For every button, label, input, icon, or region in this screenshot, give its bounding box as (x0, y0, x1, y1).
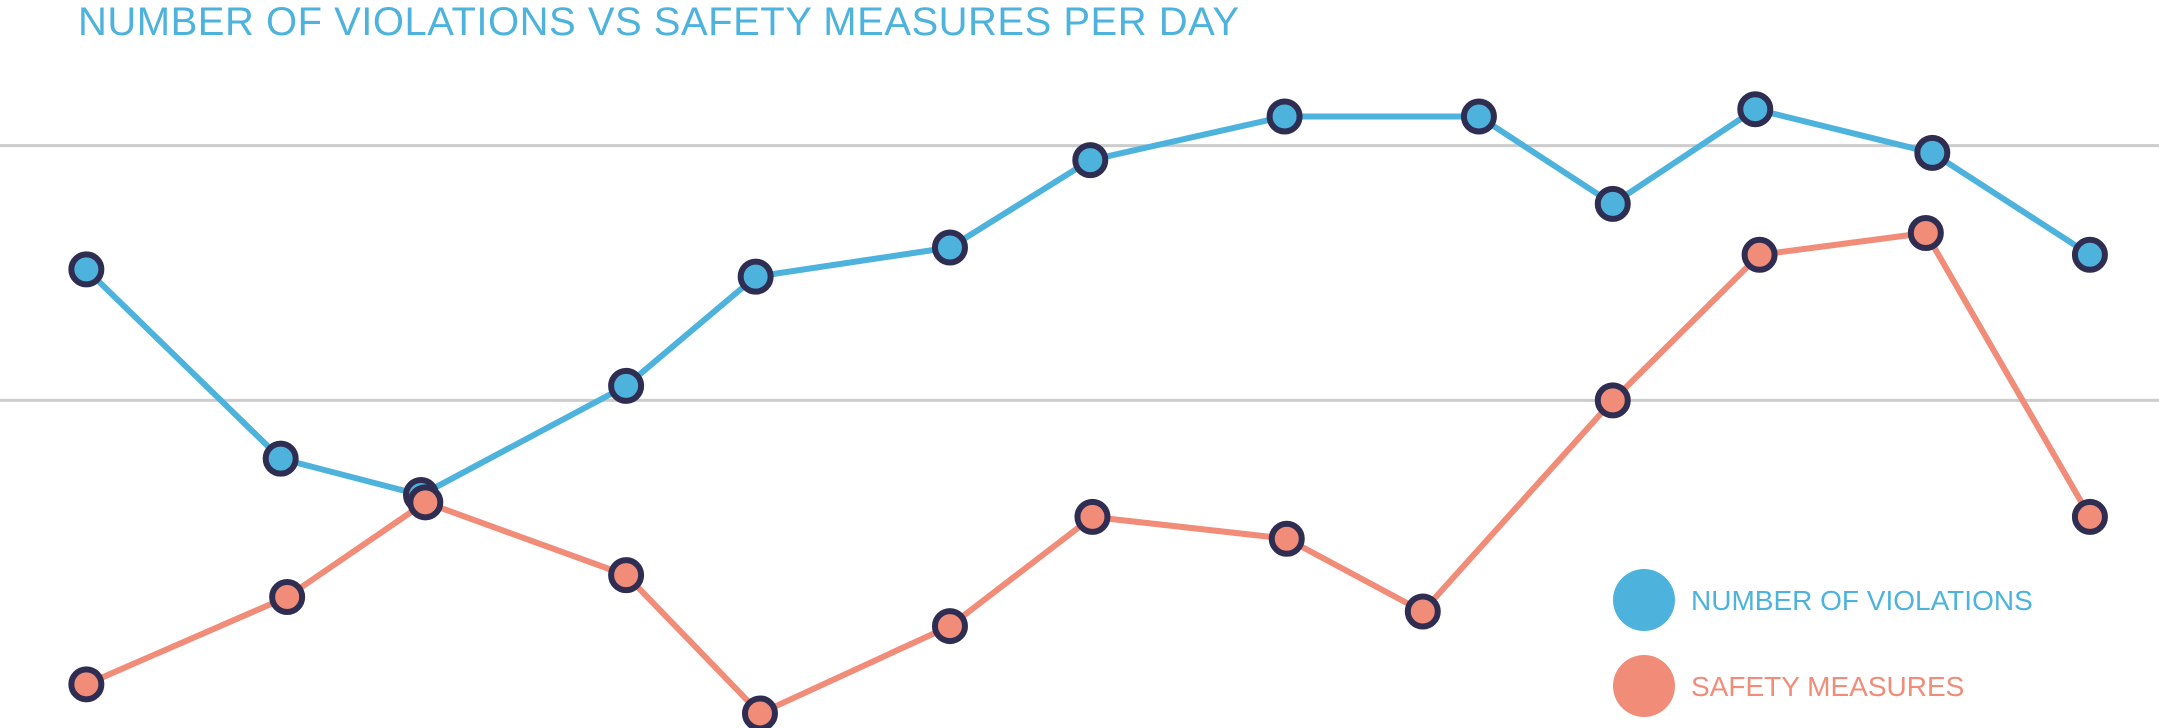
series-layer (68, 91, 2108, 728)
data-point (1074, 498, 1111, 535)
data-point (1266, 98, 1303, 135)
data-point (269, 578, 306, 615)
data-point (608, 557, 645, 594)
data-point (737, 258, 774, 295)
legend-item: NUMBER OF VIOLATIONS (1613, 569, 2033, 631)
data-point (407, 484, 444, 521)
data-point (1594, 185, 1631, 222)
data-point (1460, 98, 1497, 135)
legend-swatch (1613, 569, 1675, 631)
data-point (1741, 236, 1778, 273)
data-point (1914, 134, 1951, 171)
series-safety-measures (68, 214, 2108, 728)
legend-label: SAFETY MEASURES (1691, 671, 1964, 702)
data-point (741, 695, 778, 728)
grid-layer (0, 144, 2159, 402)
data-point (1594, 382, 1631, 419)
data-point (608, 367, 645, 404)
legend-label: NUMBER OF VIOLATIONS (1691, 585, 2033, 616)
data-point (1737, 91, 1774, 128)
legend-item: SAFETY MEASURES (1613, 655, 1964, 717)
legend: NUMBER OF VIOLATIONS SAFETY MEASURES (1613, 569, 2033, 717)
chart-title: NUMBER OF VIOLATIONS VS SAFETY MEASURES … (78, 0, 1240, 44)
series-line (83, 229, 2093, 717)
data-point (2071, 236, 2108, 273)
legend-swatch (1613, 655, 1675, 717)
data-point (1072, 142, 1109, 179)
data-point (1404, 593, 1441, 630)
data-point (68, 666, 105, 703)
data-point (68, 251, 105, 288)
data-point (931, 229, 968, 266)
data-point (1907, 214, 1944, 251)
data-point (931, 608, 968, 645)
data-point (2071, 498, 2108, 535)
data-point (262, 440, 299, 477)
series-violations (68, 91, 2108, 514)
data-point (1268, 520, 1305, 557)
